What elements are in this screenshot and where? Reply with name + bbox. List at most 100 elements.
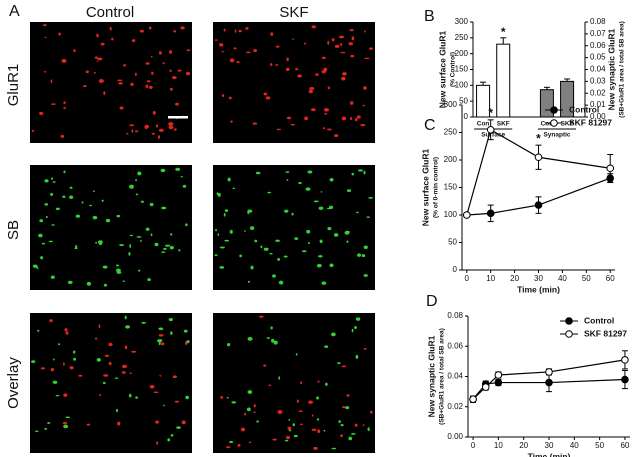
puncta xyxy=(317,429,321,434)
puncta xyxy=(277,410,283,415)
x-tick-label: 50 xyxy=(582,274,591,283)
puncta xyxy=(308,400,314,404)
puncta xyxy=(323,67,328,72)
puncta xyxy=(115,268,121,273)
puncta xyxy=(40,367,45,370)
x-tick-label: 60 xyxy=(620,441,629,450)
x-tick-label: 20 xyxy=(519,441,528,450)
y-tick-label: 300 xyxy=(444,100,458,109)
puncta xyxy=(217,192,221,197)
puncta xyxy=(260,245,263,249)
puncta xyxy=(239,254,243,258)
puncta xyxy=(263,92,268,96)
puncta xyxy=(324,345,329,348)
puncta xyxy=(270,32,274,36)
axis-title: (SB+GluR1 area / total SB area) xyxy=(619,21,626,118)
puncta xyxy=(308,241,310,245)
puncta xyxy=(176,426,181,429)
puncta xyxy=(141,321,146,324)
puncta xyxy=(303,42,307,45)
puncta xyxy=(50,367,55,372)
puncta xyxy=(156,441,159,445)
puncta xyxy=(72,350,76,354)
annotation: * xyxy=(501,25,506,39)
puncta xyxy=(313,200,319,203)
puncta xyxy=(253,49,258,53)
puncta xyxy=(254,239,258,243)
puncta xyxy=(145,62,150,65)
puncta xyxy=(181,420,186,425)
puncta xyxy=(351,36,355,41)
puncta xyxy=(123,64,126,67)
puncta xyxy=(310,108,316,112)
x-tick-label: 0 xyxy=(471,441,476,450)
puncta xyxy=(117,79,123,82)
puncta xyxy=(341,365,347,368)
puncta xyxy=(93,190,95,193)
puncta xyxy=(366,216,370,218)
puncta xyxy=(362,424,365,427)
puncta xyxy=(275,239,280,242)
puncta xyxy=(243,230,246,232)
axis-title: New synaptic GluR1 xyxy=(426,335,436,417)
puncta xyxy=(158,327,164,331)
puncta xyxy=(158,128,164,132)
y-tick-label: 50 xyxy=(448,238,457,247)
puncta xyxy=(363,170,366,175)
y-tick-label: 0.00 xyxy=(590,112,606,121)
puncta xyxy=(42,24,47,27)
puncta xyxy=(341,76,346,81)
puncta xyxy=(151,71,154,75)
puncta xyxy=(100,42,105,46)
puncta xyxy=(115,264,120,267)
y-tick-label: 200 xyxy=(444,155,458,164)
puncta xyxy=(340,434,344,437)
puncta xyxy=(230,120,233,123)
puncta xyxy=(295,68,299,71)
puncta xyxy=(249,226,255,230)
puncta xyxy=(253,411,256,413)
y-tick-label: 100 xyxy=(444,210,458,219)
puncta xyxy=(52,380,58,384)
puncta xyxy=(313,446,318,450)
puncta xyxy=(69,195,74,199)
puncta xyxy=(89,204,93,207)
legend-label: Control xyxy=(584,315,614,325)
micrograph xyxy=(213,313,375,453)
puncta xyxy=(363,348,367,350)
puncta xyxy=(227,177,231,182)
puncta xyxy=(169,50,173,54)
line xyxy=(466,177,611,216)
puncta xyxy=(327,128,332,131)
puncta xyxy=(173,128,177,131)
puncta xyxy=(175,167,181,171)
puncta xyxy=(97,57,103,61)
puncta xyxy=(221,94,225,97)
puncta xyxy=(149,202,154,207)
puncta xyxy=(232,187,236,190)
puncta xyxy=(286,178,289,181)
point xyxy=(486,209,495,218)
puncta xyxy=(354,117,358,122)
puncta xyxy=(229,440,234,444)
puncta xyxy=(186,340,190,344)
group-label: Synaptic xyxy=(543,132,570,139)
x-tick-label: 0 xyxy=(465,274,470,283)
puncta xyxy=(183,329,188,333)
panel-label: D xyxy=(426,293,438,310)
puncta xyxy=(134,179,138,182)
puncta xyxy=(308,89,313,94)
puncta xyxy=(234,29,237,33)
puncta xyxy=(32,264,38,268)
row-label: GluR1 xyxy=(5,64,22,107)
puncta xyxy=(363,86,367,90)
puncta xyxy=(298,181,302,185)
line xyxy=(466,128,611,216)
legend-marker xyxy=(550,106,558,114)
puncta xyxy=(129,234,133,237)
puncta xyxy=(38,233,43,238)
puncta xyxy=(161,342,165,346)
puncta xyxy=(311,428,317,432)
puncta xyxy=(69,186,73,189)
panel-label: A xyxy=(9,3,20,20)
